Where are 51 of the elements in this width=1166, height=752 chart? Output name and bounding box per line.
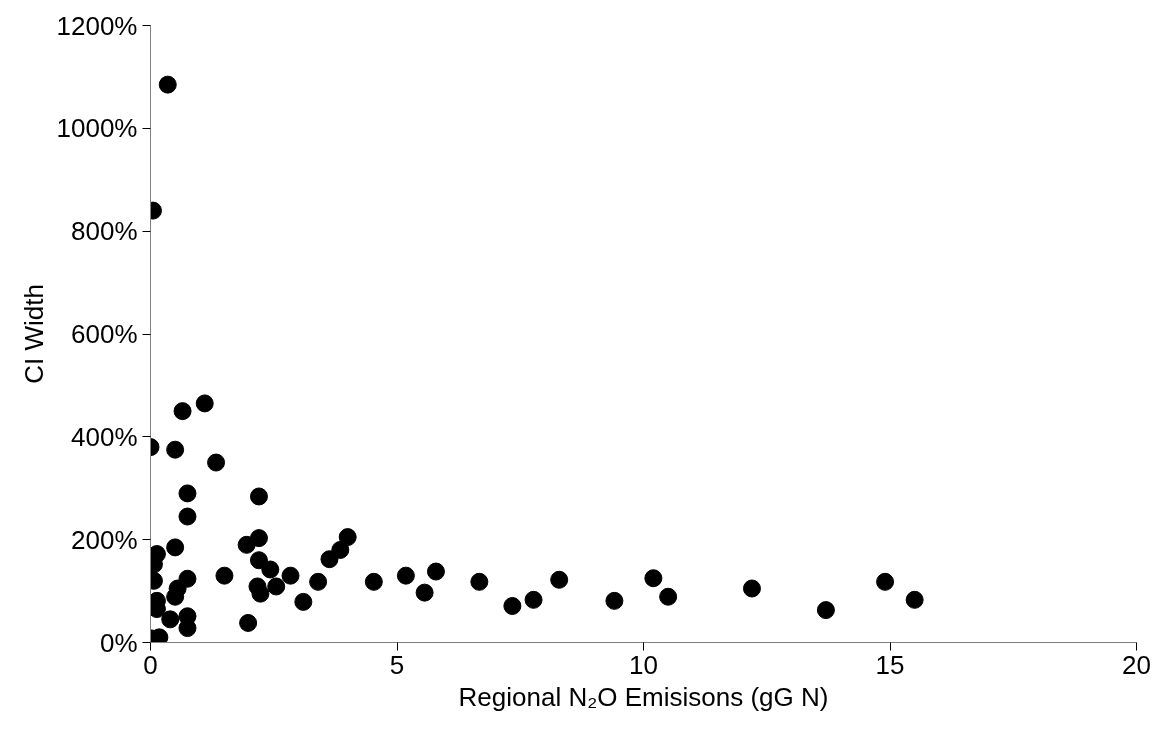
point	[905, 590, 924, 609]
point	[816, 601, 835, 620]
point	[550, 570, 569, 589]
point	[309, 572, 328, 591]
point	[503, 597, 522, 615]
point	[178, 484, 197, 503]
y-tick-label: 1200%	[56, 10, 138, 41]
point	[426, 562, 445, 581]
point	[261, 560, 280, 579]
y-tick-label: 600%	[71, 319, 138, 349]
point	[161, 610, 180, 629]
point	[249, 487, 268, 506]
point	[178, 507, 197, 526]
point	[173, 402, 192, 421]
point	[331, 540, 350, 559]
point	[320, 550, 339, 569]
point	[644, 569, 663, 588]
x-axis-title: Regional N₂O Emisisons (gG N)	[458, 681, 829, 712]
point	[659, 587, 678, 606]
y-axis-title: CI Width	[18, 284, 49, 384]
x-tick-label: 20	[1122, 649, 1151, 680]
point	[396, 566, 415, 585]
point	[294, 592, 313, 611]
x-tick-label: 0	[143, 649, 158, 680]
point	[364, 572, 383, 591]
point	[605, 591, 624, 610]
x-tick-label: 10	[629, 649, 658, 680]
x-tick-label: 5	[389, 649, 405, 680]
y-tick-label: 1000%	[56, 113, 138, 144]
point	[239, 613, 258, 632]
point	[158, 75, 177, 94]
point	[281, 566, 300, 585]
y-tick-label: 400%	[71, 421, 138, 452]
y-tick-label: 200%	[71, 524, 138, 555]
point	[249, 551, 268, 570]
point	[207, 453, 226, 472]
point	[166, 440, 185, 459]
point	[338, 528, 357, 547]
point	[215, 566, 234, 585]
point	[470, 572, 489, 591]
point	[249, 529, 268, 548]
point	[415, 583, 434, 602]
y-tick-label: 0%	[99, 627, 138, 658]
point	[195, 394, 214, 413]
point	[166, 538, 185, 557]
point	[267, 577, 286, 596]
x-tick-label: 15	[875, 649, 905, 680]
point	[524, 590, 543, 609]
point	[876, 572, 895, 591]
point	[742, 579, 761, 598]
y-tick-label: 800%	[71, 216, 138, 247]
